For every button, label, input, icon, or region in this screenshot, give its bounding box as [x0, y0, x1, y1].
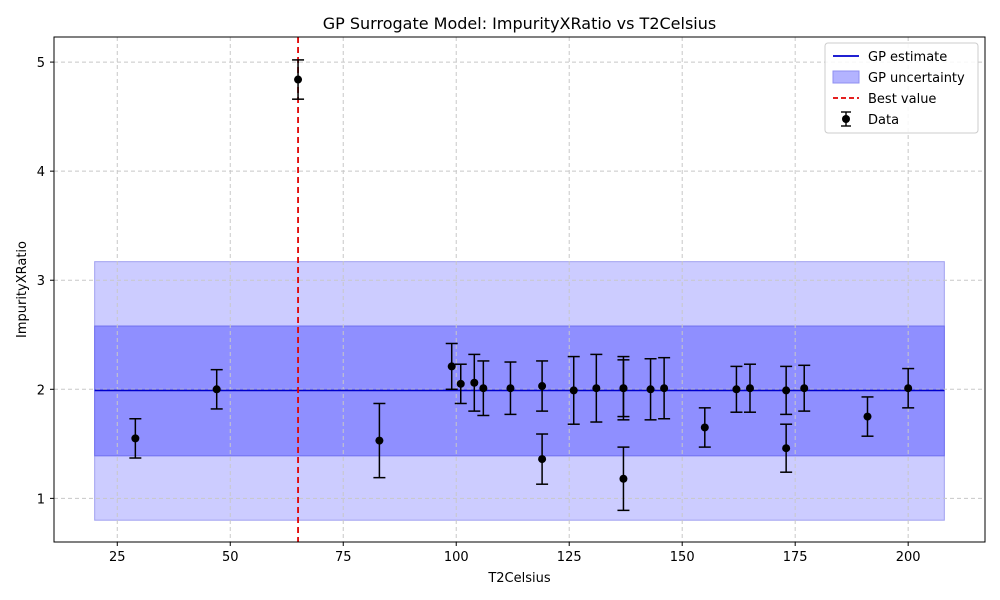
- data-point: [504, 361, 517, 416]
- y-tick-label: 1: [37, 492, 45, 507]
- data-point: [477, 360, 490, 417]
- data-marker: [863, 412, 872, 421]
- data-point: [590, 353, 603, 423]
- data-marker: [131, 434, 140, 443]
- data-points: [129, 59, 915, 512]
- legend-box: [824, 42, 979, 134]
- data-point: [454, 363, 467, 405]
- x-tick-label: 200: [896, 550, 921, 565]
- y-tick-label: 3: [37, 274, 45, 289]
- grid: [54, 37, 985, 542]
- data-point: [567, 355, 580, 425]
- x-tick-label: 50: [222, 550, 239, 565]
- legend-label: GP uncertainty: [868, 71, 965, 86]
- legend-swatch-patch: [832, 70, 860, 84]
- data-point: [730, 365, 743, 413]
- data-point: [129, 417, 142, 459]
- data-marker: [212, 385, 221, 394]
- x-tick-label: 150: [670, 550, 695, 565]
- legend-swatch-marker: [842, 115, 850, 123]
- x-tick-label: 75: [335, 550, 352, 565]
- data-point: [210, 368, 223, 410]
- data-marker: [700, 423, 709, 432]
- data-marker: [294, 75, 303, 84]
- legend-item: Data: [841, 111, 899, 128]
- data-marker: [646, 385, 655, 394]
- data-point: [445, 342, 458, 391]
- x-tick-label: 25: [109, 550, 126, 565]
- data-marker: [619, 474, 628, 483]
- data-point: [902, 367, 915, 409]
- data-point: [658, 356, 671, 420]
- data-marker: [538, 382, 547, 391]
- data-marker: [745, 384, 754, 393]
- data-marker: [375, 436, 384, 445]
- data-marker: [506, 384, 515, 393]
- data-marker: [782, 444, 791, 453]
- data-point: [536, 360, 549, 412]
- data-point: [373, 402, 386, 479]
- axis-ticks: 25 50 75 100 125 150 175 200 1 2 3 4 5: [37, 56, 921, 565]
- data-marker: [732, 385, 741, 394]
- y-tick-label: 2: [37, 383, 45, 398]
- legend-item: GP estimate: [833, 50, 947, 65]
- legend-label: Best value: [868, 92, 936, 107]
- y-tick-label: 4: [37, 165, 45, 180]
- legend: GP estimate GP uncertainty Best value Data: [824, 42, 979, 134]
- data-marker: [538, 455, 547, 464]
- data-marker: [660, 384, 669, 393]
- data-point: [780, 365, 793, 416]
- y-axis-label: ImpurityXRatio: [15, 241, 30, 338]
- legend-item: GP uncertainty: [832, 70, 965, 86]
- data-marker: [479, 384, 488, 393]
- data-point: [743, 363, 756, 413]
- legend-label: GP estimate: [868, 50, 947, 65]
- x-axis-label: T2Celsius: [487, 571, 551, 586]
- data-marker: [782, 386, 791, 395]
- chart-title: GP Surrogate Model: ImpurityXRatio vs T2…: [323, 14, 716, 33]
- plot-frame: [53, 36, 986, 543]
- data-point: [468, 353, 481, 412]
- data-marker: [904, 384, 913, 393]
- x-tick-label: 125: [557, 550, 582, 565]
- data-point: [698, 407, 711, 448]
- data-point: [780, 423, 793, 473]
- data-point: [617, 446, 630, 512]
- data-marker: [447, 362, 456, 371]
- data-point: [292, 59, 305, 100]
- x-tick-label: 175: [783, 550, 808, 565]
- data-marker: [456, 379, 465, 388]
- data-marker: [569, 386, 578, 395]
- data-marker: [619, 384, 628, 393]
- legend-label: Data: [868, 113, 899, 128]
- legend-item: Best value: [833, 92, 936, 107]
- data-point: [798, 364, 811, 412]
- y-tick-label: 5: [37, 56, 45, 71]
- data-point: [617, 359, 630, 418]
- data-point: [861, 396, 874, 437]
- data-marker: [470, 378, 479, 387]
- data-marker: [800, 384, 809, 393]
- x-tick-label: 100: [444, 550, 469, 565]
- data-point: [644, 358, 657, 421]
- data-marker: [592, 384, 601, 393]
- data-point: [536, 433, 549, 485]
